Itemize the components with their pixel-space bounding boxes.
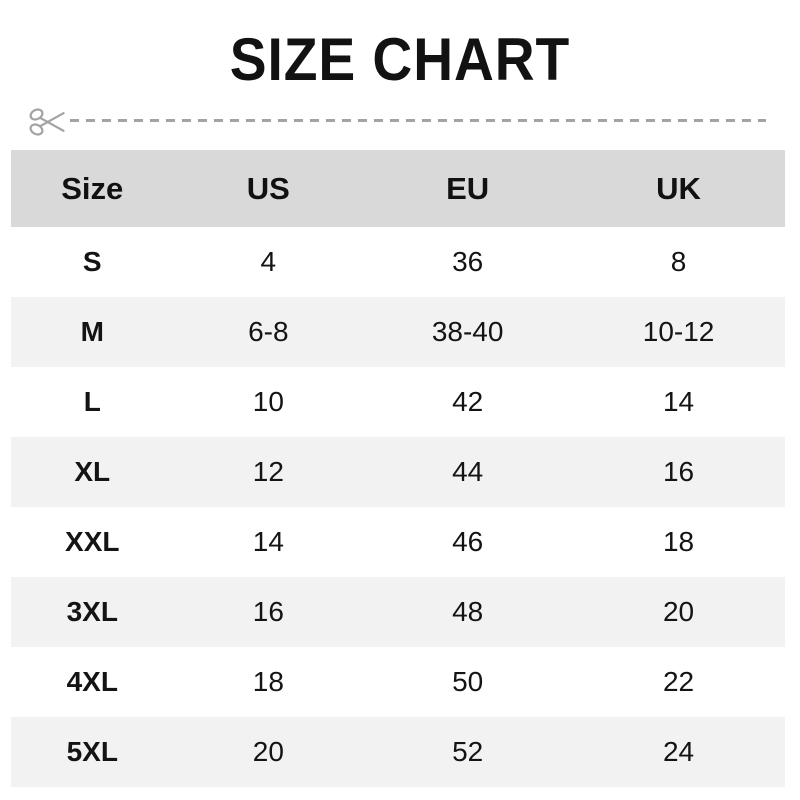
cell-size: 4XL <box>66 666 118 697</box>
table-row: 3XL 16 48 20 <box>11 577 785 647</box>
table-header: Size US EU UK <box>11 150 785 227</box>
cell-uk: 22 <box>662 666 695 697</box>
cell-us: 12 <box>252 456 284 487</box>
table-row: S 4 36 8 <box>11 227 785 297</box>
cell-size: XXL <box>65 526 120 557</box>
cell-eu: 38-40 <box>431 316 504 347</box>
column-header-us: US <box>246 170 290 206</box>
cell-us: 18 <box>252 666 284 697</box>
cell-uk: 16 <box>662 456 695 487</box>
cell-us: 14 <box>252 526 284 557</box>
cell-uk: 18 <box>662 526 695 557</box>
cell-size: L <box>83 386 101 417</box>
table-row: 5XL 20 52 24 <box>11 717 785 787</box>
cell-eu: 44 <box>452 456 484 487</box>
cell-size: M <box>80 316 104 347</box>
cell-uk: 20 <box>662 596 695 627</box>
column-header-size: Size <box>61 170 124 206</box>
cell-us: 4 <box>260 246 277 277</box>
table-header-row: Size US EU UK <box>11 150 785 227</box>
scissors-icon <box>26 102 72 142</box>
cell-us: 10 <box>252 386 284 417</box>
cell-us: 20 <box>252 736 284 767</box>
cell-us: 6-8 <box>248 316 289 347</box>
table-body: S 4 36 8 M 6-8 38-40 10-12 L 10 42 14 XL… <box>11 227 785 787</box>
page-title-container: SIZE CHART <box>0 28 800 92</box>
cell-size: XL <box>74 456 111 487</box>
cell-uk: 8 <box>670 246 687 277</box>
page-title: SIZE CHART <box>229 26 571 93</box>
table-row: XL 12 44 16 <box>11 437 785 507</box>
cell-uk: 24 <box>662 736 695 767</box>
column-header-eu: EU <box>446 170 490 206</box>
cell-eu: 48 <box>452 596 484 627</box>
cell-size: S <box>82 246 102 277</box>
cell-size: 3XL <box>66 596 118 627</box>
table-row: 4XL 18 50 22 <box>11 647 785 717</box>
table-row: XXL 14 46 18 <box>11 507 785 577</box>
size-chart-table: Size US EU UK S 4 36 8 M 6-8 38-40 10-12… <box>11 150 785 787</box>
cell-us: 16 <box>252 596 284 627</box>
dashed-cut-line <box>70 119 766 122</box>
cell-eu: 52 <box>452 736 484 767</box>
cell-size: 5XL <box>66 736 118 767</box>
cell-uk: 14 <box>662 386 695 417</box>
table-row: L 10 42 14 <box>11 367 785 437</box>
cell-eu: 36 <box>452 246 484 277</box>
table-row: M 6-8 38-40 10-12 <box>11 297 785 367</box>
cell-eu: 42 <box>452 386 484 417</box>
cell-eu: 50 <box>452 666 484 697</box>
cell-eu: 46 <box>452 526 484 557</box>
column-header-uk: UK <box>656 170 701 206</box>
cell-uk: 10-12 <box>642 316 715 347</box>
cut-line-row <box>22 100 778 144</box>
